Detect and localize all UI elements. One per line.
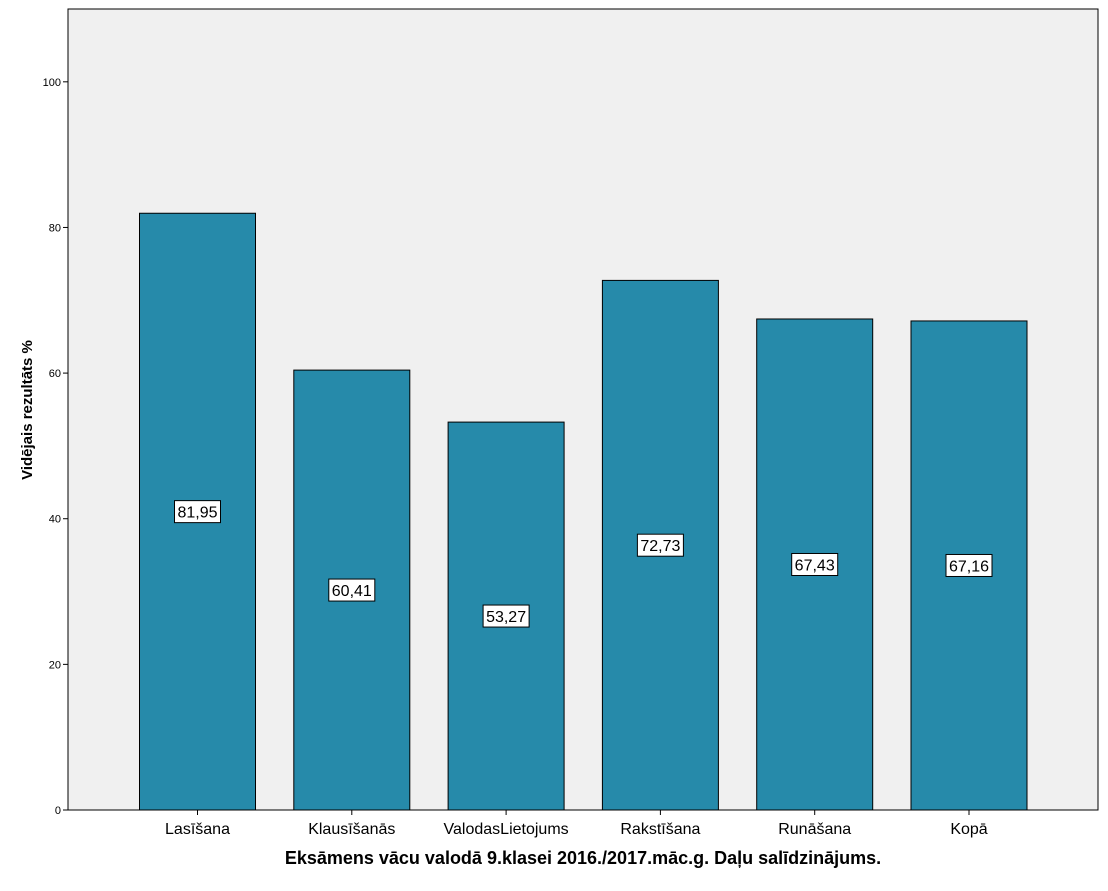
y-tick-label: 0 <box>55 805 61 817</box>
y-tick-label: 80 <box>49 222 61 234</box>
value-labels-group: 81,95 60,41 53,27 72,73 67,43 67,16 <box>174 500 993 628</box>
y-tick-label: 100 <box>43 77 61 89</box>
x-category-label: Lasīšana <box>165 821 230 838</box>
bars-group <box>139 212 1028 811</box>
value-label: 67,43 <box>795 557 835 574</box>
value-label-box <box>791 552 839 576</box>
y-axis-ticks: 0 20 40 60 80 100 <box>43 77 68 817</box>
value-label-box <box>174 500 221 524</box>
value-label: 81,95 <box>177 505 217 522</box>
value-label: 67,16 <box>949 558 989 575</box>
x-category-label: ValodasLietojums <box>444 821 569 838</box>
y-tick-label: 40 <box>49 514 61 526</box>
x-axis-title: Eksāmens vācu valodā 9.klasei 2016./2017… <box>285 848 881 868</box>
value-label-box <box>945 553 993 577</box>
x-category-label: Klausīšanās <box>308 821 395 838</box>
x-category-label: Runāšana <box>778 821 851 838</box>
x-category-label: Kopā <box>950 821 987 838</box>
x-axis-labels: Lasīšana Klausīšanās ValodasLietojums Rakst… <box>165 810 988 838</box>
value-label-box <box>636 533 684 557</box>
value-label: 72,73 <box>640 538 680 555</box>
x-category-label: Rakstīšana <box>620 821 700 838</box>
value-label-box <box>328 578 376 602</box>
y-axis-title: Vidējais rezultāts % <box>19 340 36 480</box>
value-label: 53,27 <box>486 609 526 626</box>
y-tick-label: 20 <box>49 659 61 671</box>
value-label-box <box>482 604 530 628</box>
value-label: 60,41 <box>332 583 372 600</box>
y-tick-label: 60 <box>49 368 61 380</box>
